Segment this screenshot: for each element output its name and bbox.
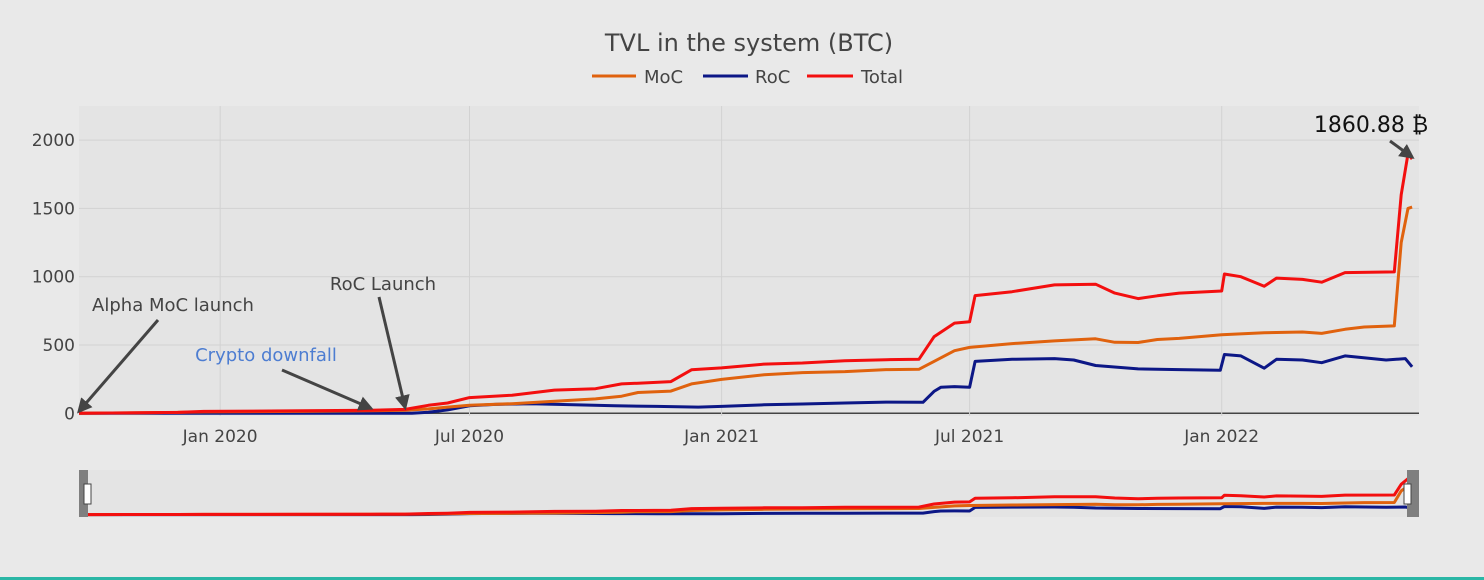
legend-item-roc[interactable]: RoC [703, 67, 790, 88]
series-line-roc [79, 353, 1414, 415]
range-slider[interactable] [78, 470, 1419, 517]
legend-label-roc: RoC [755, 67, 790, 88]
range-slider-series [78, 477, 1413, 517]
range-slider-left-handle[interactable] [83, 483, 92, 505]
annotations: Alpha MoC launch Crypto downfall RoC Launc… [77, 113, 1428, 414]
legend-item-total[interactable]: Total [807, 67, 903, 88]
series-line-moc [78, 205, 1413, 415]
x-tick-label: Jul 2020 [434, 427, 504, 447]
x-axis-ticks: Jan 2020 Jul 2020 Jan 2021 Jul 2021 Jan 2022 [182, 427, 1259, 447]
legend-label-moc: MoC [644, 67, 683, 88]
x-tick-label: Jan 2021 [683, 427, 759, 447]
legend-item-moc[interactable]: MoC [592, 67, 683, 88]
x-tick-label: Jul 2021 [934, 427, 1004, 447]
x-tick-label: Jan 2020 [182, 427, 258, 447]
annotation-roc-launch-label: RoC Launch [330, 274, 436, 295]
x-tick-label: Jan 2022 [1183, 427, 1259, 447]
range-slider-right-grip[interactable] [1407, 470, 1419, 517]
annotation-total-peak-label: 1860.88 ₿ [1314, 113, 1428, 138]
annotation-crypto-downfall-arrow [281, 368, 374, 411]
chart-title: TVL in the system (BTC) [604, 29, 893, 57]
annotation-alpha-moc-launch-label: Alpha MoC launch [92, 295, 254, 316]
annotation-crypto-downfall-label: Crypto downfall [195, 345, 337, 366]
range-slider-right-handle[interactable] [1403, 483, 1412, 505]
range-slider-line-total [78, 477, 1413, 517]
series-line-total [78, 152, 1414, 415]
y-tick-label: 500 [43, 336, 75, 356]
legend-label-total: Total [860, 67, 903, 88]
annotation-alpha-moc-launch-arrow [77, 319, 160, 414]
bottom-accent-rule [0, 577, 1484, 580]
y-axis-ticks: 0 500 1000 1500 2000 [32, 131, 75, 424]
legend: MoC RoC Total [592, 67, 903, 88]
annotation-total-peak-arrow [1389, 139, 1415, 159]
y-tick-label: 1000 [32, 268, 75, 288]
y-tick-label: 2000 [32, 131, 75, 151]
y-tick-label: 1500 [32, 199, 75, 219]
series-lines [78, 152, 1414, 415]
y-tick-label: 0 [64, 404, 75, 424]
annotation-roc-launch-arrow [377, 296, 410, 411]
